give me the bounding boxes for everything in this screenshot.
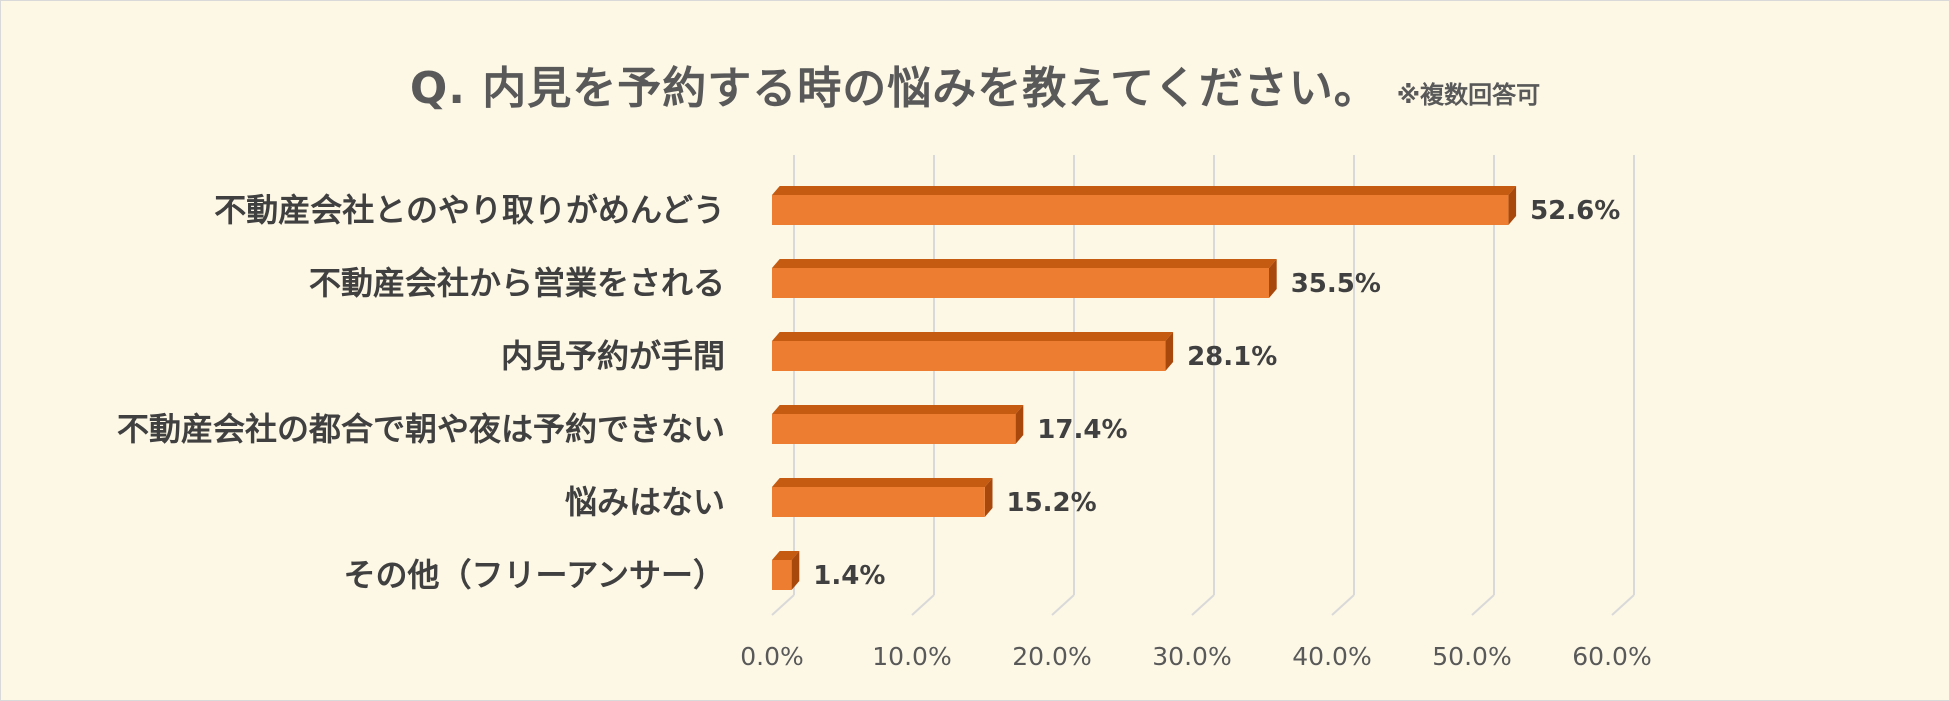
- x-tick-label: 30.0%: [1152, 642, 1231, 671]
- gridline-floor: [1331, 594, 1355, 616]
- bar-side-face: [1508, 186, 1517, 225]
- bar-front-face: [772, 195, 1509, 225]
- bar-side-face: [1015, 405, 1024, 444]
- bar-front-face: [772, 560, 792, 590]
- bar: [772, 478, 993, 517]
- x-tick-label: 0.0%: [740, 642, 804, 671]
- x-tick-label: 60.0%: [1572, 642, 1651, 671]
- value-label: 35.5%: [1291, 269, 1381, 299]
- bar-top-face: [772, 259, 1277, 268]
- category-label: 不動産会社の都合で朝や夜は予約できない: [117, 410, 725, 448]
- x-tick-label: 20.0%: [1012, 642, 1091, 671]
- x-tick-label: 40.0%: [1292, 642, 1371, 671]
- bar-front-face: [772, 414, 1016, 444]
- gridline-floor: [1191, 594, 1215, 616]
- bar-top-face: [772, 186, 1517, 195]
- bar: [772, 332, 1174, 371]
- bar-side-face: [1165, 332, 1174, 371]
- bar-top-face: [772, 332, 1174, 341]
- value-label: 1.4%: [813, 561, 885, 591]
- bar-top-face: [772, 405, 1024, 414]
- chart-title-block: Q. 内見を予約する時の悩みを教えてください。 ※複数回答可: [0, 52, 1950, 116]
- value-label: 17.4%: [1037, 415, 1127, 445]
- bar-front-face: [772, 268, 1269, 298]
- bar-top-face: [772, 551, 800, 560]
- value-label: 15.2%: [1007, 488, 1097, 518]
- x-tick-label: 10.0%: [872, 642, 951, 671]
- x-tick-label: 50.0%: [1432, 642, 1511, 671]
- chart-title: Q. 内見を予約する時の悩みを教えてください。: [409, 63, 1379, 114]
- bar-front-face: [772, 487, 985, 517]
- gridline-floor: [1051, 594, 1075, 616]
- bar: [772, 186, 1517, 225]
- chart-note: ※複数回答可: [1396, 81, 1541, 109]
- gridline-floor: [911, 594, 935, 616]
- bar: [772, 259, 1277, 298]
- bar-front-face: [772, 341, 1166, 371]
- gridline-floor: [771, 594, 795, 616]
- category-label: その他（フリーアンサー）: [344, 556, 725, 594]
- bar: [772, 551, 800, 590]
- bar-top-face: [772, 478, 993, 487]
- gridline-floor: [1611, 594, 1635, 616]
- bar-side-face: [984, 478, 993, 517]
- value-label: 52.6%: [1530, 196, 1620, 226]
- bar-side-face: [791, 551, 800, 590]
- category-label: 不動産会社から営業をされる: [309, 264, 725, 302]
- category-label: 不動産会社とのやり取りがめんどう: [214, 191, 725, 229]
- category-label: 悩みはない: [565, 483, 725, 521]
- category-label: 内見予約が手間: [501, 337, 725, 375]
- gridline-floor: [1471, 594, 1495, 616]
- bar: [772, 405, 1024, 444]
- value-label: 28.1%: [1187, 342, 1277, 372]
- bar-side-face: [1269, 259, 1277, 298]
